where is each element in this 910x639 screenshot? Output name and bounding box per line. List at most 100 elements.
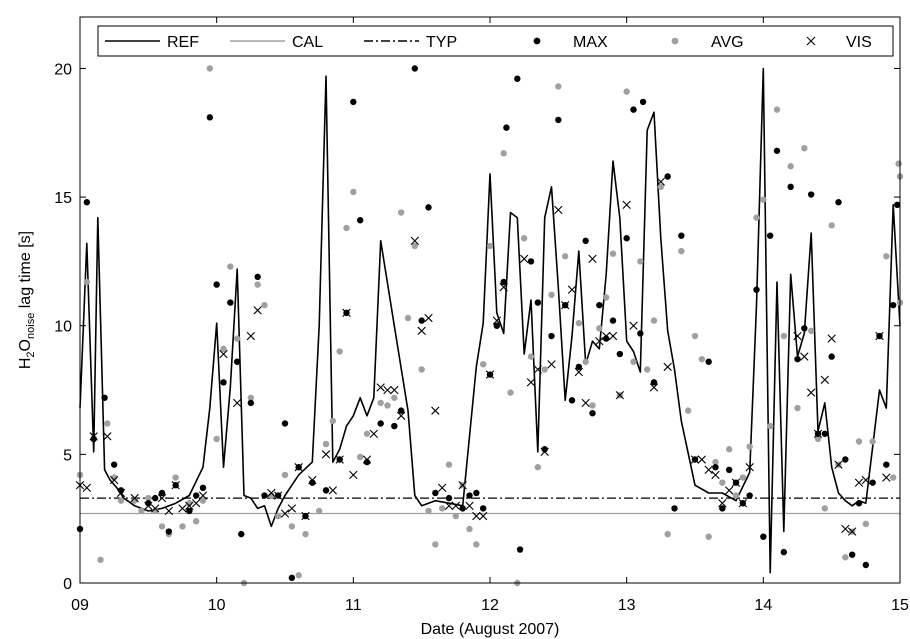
avg-point — [596, 325, 603, 332]
avg-point — [684, 407, 692, 414]
vis-point — [875, 331, 884, 341]
vis-point — [287, 504, 297, 513]
max-point — [500, 278, 507, 286]
max-point — [445, 494, 453, 502]
max-point — [83, 199, 91, 206]
vis-point — [656, 177, 666, 186]
vis-point — [458, 481, 467, 490]
vis-point — [820, 375, 830, 384]
avg-point — [213, 435, 220, 443]
x-tick-label: 14 — [754, 597, 772, 614]
vis-point-stroke-b — [424, 313, 433, 323]
avg-point — [466, 525, 473, 533]
vis-point-stroke-b — [724, 486, 734, 495]
y-axis-label-base: H — [17, 358, 34, 370]
vis-point-stroke-b — [150, 504, 160, 513]
vis-point — [178, 504, 187, 513]
vis-point-stroke-b — [820, 375, 830, 384]
avg-point — [343, 224, 350, 232]
vis-point-stroke-b — [731, 478, 741, 487]
avg-point — [766, 422, 774, 430]
vis-point — [738, 499, 748, 508]
vis-point-stroke-b — [287, 504, 297, 513]
vis-point-stroke-b — [588, 254, 597, 264]
vis-point — [246, 331, 256, 341]
vis-point — [595, 336, 604, 346]
avg-point — [555, 83, 562, 90]
vis-point-stroke-b — [164, 506, 174, 516]
vis-point-stroke-b — [437, 483, 447, 492]
max-point — [151, 494, 159, 502]
avg-point — [895, 160, 902, 167]
max-point — [493, 322, 501, 329]
max-point — [719, 505, 726, 512]
vis-point-stroke-b — [458, 481, 467, 490]
vis-point — [273, 491, 283, 500]
avg-point — [479, 361, 487, 368]
vis-point — [806, 388, 816, 397]
max-point — [671, 505, 678, 512]
max-point — [848, 551, 856, 558]
max-point — [534, 299, 542, 306]
vis-point-stroke-b — [185, 501, 194, 511]
max-point — [705, 358, 712, 365]
max-point — [350, 98, 357, 106]
avg-point — [192, 518, 200, 525]
vis-point-stroke-b — [273, 491, 283, 500]
avg-point — [821, 505, 829, 512]
avg-point — [384, 402, 391, 409]
max-point — [555, 116, 562, 124]
vis-point-stroke-b — [219, 349, 228, 359]
avg-point — [322, 440, 330, 448]
max-point — [418, 317, 425, 324]
avg-point — [438, 505, 446, 512]
vis-point — [157, 493, 167, 503]
vis-point — [410, 236, 420, 246]
vis-point-stroke-b — [834, 460, 843, 469]
max-point — [678, 232, 685, 239]
avg-point — [206, 65, 214, 72]
vis-point-stroke-b — [396, 411, 406, 420]
avg-point — [691, 332, 699, 340]
vis-point-stroke-b — [362, 455, 372, 464]
vis-point — [540, 447, 549, 456]
avg-point — [302, 530, 309, 538]
vis-point — [444, 501, 454, 511]
avg-point — [295, 572, 302, 579]
vis-point — [164, 506, 174, 516]
avg-point — [486, 242, 494, 250]
avg-point — [787, 163, 794, 170]
vis-point-stroke-b — [253, 306, 262, 315]
vis-point — [745, 463, 754, 472]
avg-point — [404, 314, 412, 322]
vis-point — [704, 465, 713, 474]
avg-point — [363, 430, 371, 437]
max-point — [746, 492, 753, 499]
vis-point — [294, 463, 303, 472]
avg-point — [377, 399, 384, 407]
vis-point — [882, 473, 891, 482]
vis-point-stroke-b — [472, 511, 481, 521]
avg-point — [350, 188, 357, 196]
series-layer — [75, 65, 904, 587]
avg-point — [814, 435, 822, 443]
vis-point — [854, 478, 864, 487]
max-point — [247, 399, 255, 407]
vis-point — [847, 527, 857, 536]
max-point — [650, 379, 658, 386]
y-axis-label: H2Onoise lag time [s] — [17, 231, 37, 369]
legend-swatch-max — [533, 37, 541, 45]
avg-point — [199, 497, 207, 504]
max-point — [855, 500, 863, 507]
vis-point-stroke-b — [191, 499, 201, 508]
vis-point-stroke-b — [178, 504, 187, 513]
max-point — [503, 124, 510, 131]
vis-point-stroke-b — [478, 511, 488, 521]
max-point — [596, 301, 603, 309]
vis-point — [601, 331, 611, 341]
avg-point — [158, 523, 166, 530]
max-point — [473, 489, 480, 497]
max-point — [213, 281, 220, 288]
avg-point — [541, 366, 548, 373]
max-point — [288, 574, 296, 582]
